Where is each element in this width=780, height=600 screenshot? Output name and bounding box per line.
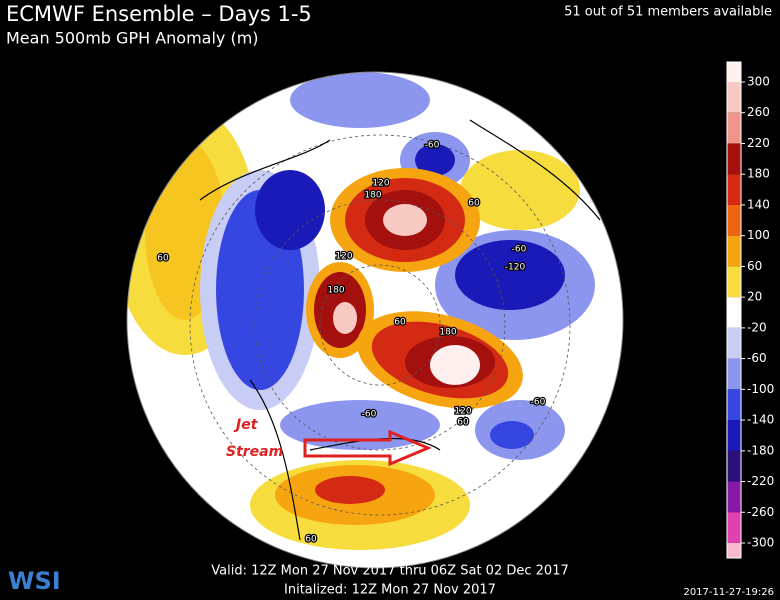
contour-label: -60	[425, 141, 440, 151]
contour-label: 60	[457, 418, 469, 428]
contour-labels: -60 120 180 60 -60 -120 120 180 60 180 6…	[156, 139, 547, 546]
colorbar-swatch	[727, 358, 741, 390]
colorbar-label: -300	[747, 536, 774, 550]
subtitle: Mean 500mb GPH Anomaly (m)	[6, 29, 259, 48]
colorbar-swatch	[727, 297, 741, 328]
colorbar-label: -20	[747, 320, 767, 334]
colorbar-swatch	[727, 481, 741, 513]
annotation: Stream	[226, 444, 283, 460]
colorbar-swatch	[727, 512, 741, 543]
colorbar-swatch	[727, 327, 741, 359]
anomaly-field	[127, 72, 623, 568]
colorbar-label: 140	[747, 197, 770, 211]
contour-label: 180	[327, 286, 344, 296]
annotation: Jet	[233, 417, 259, 433]
contour-label: 60	[305, 535, 317, 545]
colorbar-label: 60	[747, 259, 762, 273]
contour-label: 60	[394, 318, 406, 328]
colorbar-label: -100	[747, 382, 774, 396]
colorbar-swatch	[727, 235, 741, 267]
contour-label: 60	[468, 199, 480, 209]
colorbar-swatch	[727, 174, 741, 205]
contour-label: 180	[364, 191, 381, 201]
logo: WSI	[8, 567, 61, 595]
colorbar-swatch	[727, 450, 741, 482]
colorbar-swatch	[727, 112, 741, 144]
colorbar-label: 20	[747, 290, 762, 304]
title: ECMWF Ensemble – Days 1-5	[6, 2, 312, 26]
colorbar-swatch	[727, 266, 741, 298]
contour-label: 180	[439, 328, 456, 338]
colorbar-label: -180	[747, 443, 774, 457]
colorbar-label: -140	[747, 413, 774, 427]
colorbar-label: 220	[747, 136, 770, 150]
contour-label: 120	[454, 407, 471, 417]
colorbar-frame	[726, 61, 742, 559]
contour-label: 60	[157, 254, 169, 264]
colorbar-label: -60	[747, 351, 767, 365]
timestamp: 2017-11-27-19:26	[683, 587, 774, 598]
colorbar: 300 260 220 180 140 100 60 20 -20 -60 -100 -140 -180…	[726, 61, 774, 559]
colorbar-label: -220	[747, 474, 774, 488]
colorbar-label: 100	[747, 228, 770, 242]
colorbar-label: -260	[747, 505, 774, 519]
contour-label: -60	[531, 398, 546, 408]
jet-stream-arrow	[303, 429, 432, 467]
colorbar-swatch	[727, 143, 741, 175]
contour-label: 120	[335, 252, 352, 262]
contour-label: -60	[512, 245, 527, 255]
colorbar-swatch	[727, 389, 741, 421]
valid-time: Valid: 12Z Mon 27 Nov 2017 thru 06Z Sat …	[211, 564, 568, 579]
colorbar-label: 300	[747, 75, 770, 89]
colorbar-swatch	[727, 82, 741, 113]
contour-label: -60	[362, 410, 377, 420]
colorbar-swatch	[727, 62, 741, 82]
colorbar-swatch	[727, 204, 741, 236]
colorbar-label: 180	[747, 167, 770, 181]
colorbar-swatch	[727, 420, 741, 451]
contour-label: 120	[372, 179, 389, 189]
contour-label: -120	[505, 263, 526, 273]
colorbar-label: 260	[747, 105, 770, 119]
globe-edge	[126, 71, 624, 569]
colorbar-swatch	[727, 543, 741, 558]
init-time: Initalized: 12Z Mon 27 Nov 2017	[284, 583, 496, 598]
members-note: 51 out of 51 members available	[564, 5, 772, 20]
